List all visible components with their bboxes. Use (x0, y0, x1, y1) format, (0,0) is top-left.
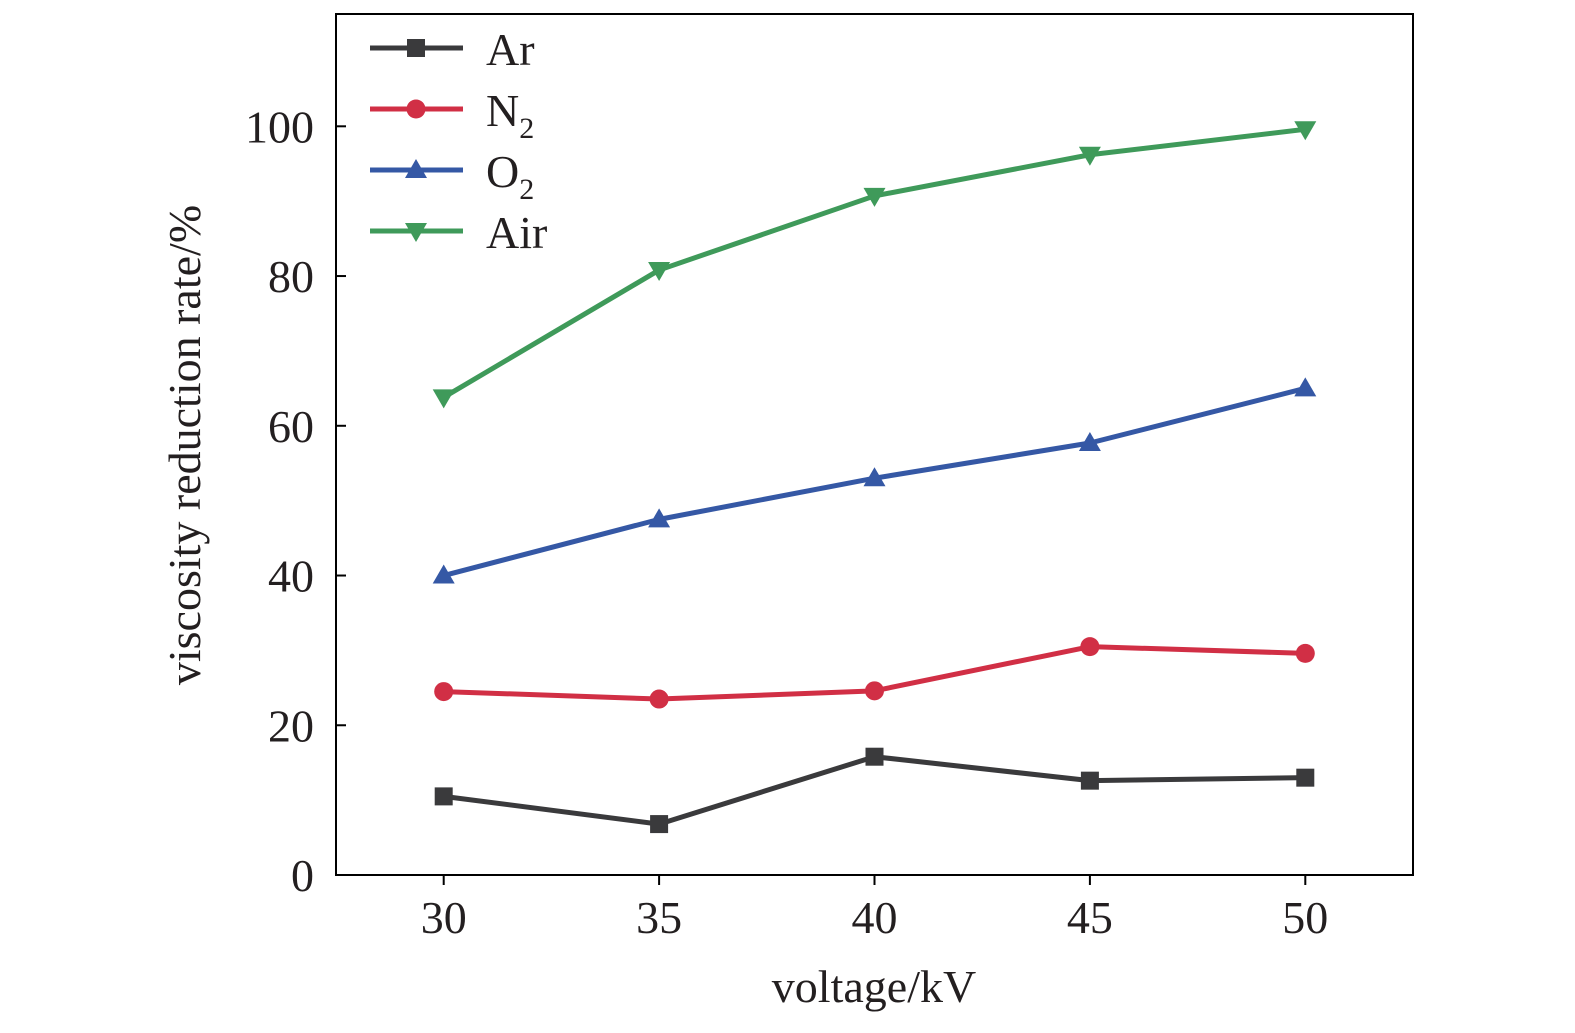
data-point-air-0 (432, 389, 455, 409)
legend-label-air: Air (486, 207, 547, 258)
data-point-air-1 (648, 262, 671, 282)
data-point-ar-1 (650, 815, 669, 834)
x-tick-label-0: 30 (421, 892, 467, 943)
legend-label-ar: Ar (486, 24, 535, 75)
legend-marker-n2 (406, 99, 426, 119)
series-o2 (432, 377, 1317, 584)
legend-label-o2: O2 (486, 146, 534, 206)
y-tick-label-3: 60 (268, 401, 314, 452)
data-point-o2-0 (432, 564, 455, 584)
series-line-ar (443, 754, 1306, 827)
data-point-n2-1 (649, 689, 669, 709)
y-tick-label-0: 0 (291, 850, 314, 901)
series-line-air (442, 126, 1306, 400)
legend-item-ar: Ar (370, 24, 535, 75)
legend-item-n2: N2 (370, 85, 534, 145)
y-tick-label-5: 100 (245, 101, 314, 152)
data-point-o2-4 (1294, 377, 1317, 397)
legend-label-n2: N2 (486, 85, 534, 145)
x-tick-label-4: 50 (1282, 892, 1328, 943)
data-point-n2-3 (1080, 637, 1100, 657)
data-point-air-4 (1294, 121, 1317, 141)
x-tick-label-3: 45 (1067, 892, 1113, 943)
x-tick-label-2: 40 (852, 892, 898, 943)
x-axis-label: voltage/kV (772, 961, 976, 1012)
x-axis: 30 35 40 45 50 (421, 875, 1328, 943)
y-axis: 0 20 40 60 80 100 (245, 101, 346, 901)
y-tick-label-2: 40 (268, 551, 314, 602)
plot-frame (335, 13, 1414, 876)
series-air (432, 121, 1317, 409)
data-point-ar-3 (1080, 771, 1099, 790)
data-point-air-3 (1078, 146, 1101, 166)
series-ar (434, 747, 1315, 834)
data-point-o2-2 (863, 467, 886, 487)
legend-marker-o2 (405, 159, 427, 178)
y-tick-label-1: 20 (268, 700, 314, 751)
y-axis-label: viscosity reduction rate/% (159, 205, 210, 685)
legend-marker-air (405, 223, 427, 242)
x-tick-label-1: 35 (636, 892, 682, 943)
data-point-o2-3 (1078, 432, 1101, 452)
data-point-n2-4 (1295, 643, 1315, 663)
data-point-ar-2 (865, 747, 884, 766)
data-point-ar-4 (1296, 768, 1315, 787)
data-point-ar-0 (434, 787, 453, 806)
legend-item-o2: O2 (370, 146, 534, 206)
data-point-air-2 (863, 187, 886, 207)
series-n2 (434, 637, 1315, 709)
legend-item-air: Air (370, 207, 547, 258)
data-point-o2-1 (648, 508, 671, 528)
legend-marker-ar (407, 39, 425, 57)
y-tick-label-4: 80 (268, 251, 314, 302)
series-layer (432, 121, 1317, 834)
data-point-n2-0 (434, 682, 454, 702)
data-point-n2-2 (865, 681, 884, 701)
